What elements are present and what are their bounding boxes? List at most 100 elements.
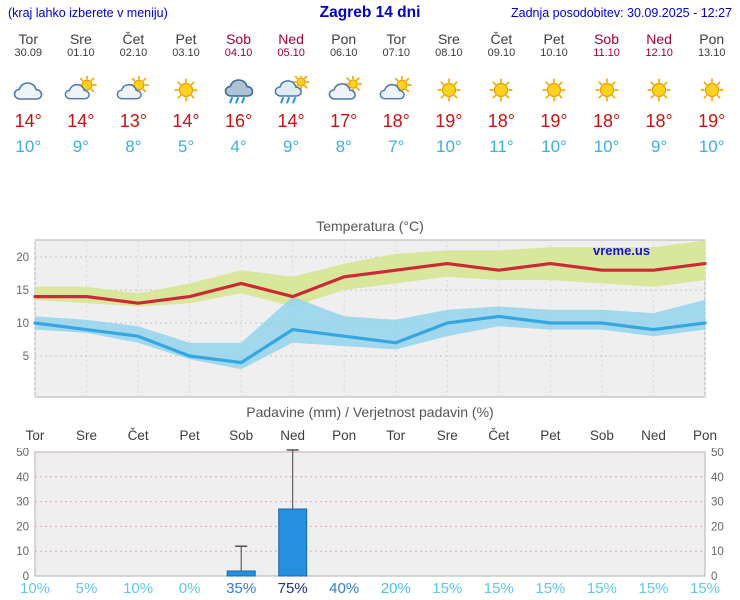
- svg-text:20: 20: [16, 252, 29, 264]
- cloud-sun-icon: [328, 76, 362, 100]
- precip-day-label: Pet: [179, 428, 200, 443]
- low-temp: 7°: [388, 137, 405, 156]
- weather-icon: [2, 73, 55, 107]
- precip-probability: 40%: [329, 580, 360, 597]
- svg-text:50: 50: [16, 448, 29, 459]
- svg-text:0: 0: [23, 571, 29, 580]
- low-temp: 9°: [72, 137, 89, 156]
- day-name: Tor: [18, 31, 38, 47]
- day-date: 30.09: [14, 47, 43, 59]
- precip-day-label: Sre: [75, 428, 98, 443]
- weather-icon: [633, 73, 686, 107]
- weather-icon: [528, 73, 581, 107]
- sun-cloud-icon: [64, 76, 97, 100]
- forecast-day-0: Tor 30.09 14° 10°: [2, 26, 55, 172]
- svg-text:40: 40: [16, 472, 29, 484]
- svg-text:30: 30: [711, 497, 724, 509]
- day-date: 13.10: [697, 47, 726, 59]
- svg-text:10: 10: [711, 546, 724, 558]
- high-temp: 13°: [119, 111, 148, 131]
- precip-day-labels-row: Tor Sre Čet Pet Sob Ned Pon Tor Sre Čet Pet Sob Ned P…: [0, 428, 740, 446]
- forecast-day-3: Pet 03.10 14° 5°: [160, 26, 213, 172]
- day-date: 02.10: [119, 47, 148, 59]
- precip-day-label: Čet: [127, 428, 149, 443]
- svg-text:10: 10: [16, 318, 29, 330]
- svg-text:20: 20: [16, 521, 29, 533]
- day-name: Sob: [226, 31, 252, 47]
- menu-hint: (kraj lahko izberete v meniju): [8, 6, 168, 20]
- precip-probability: 15%: [586, 580, 617, 597]
- day-name: Pon: [331, 31, 357, 47]
- forecast-day-12: Ned 12.10 18° 9°: [633, 26, 686, 172]
- weather-icon: [423, 73, 476, 107]
- day-date: 12.10: [645, 47, 673, 59]
- day-date: 01.10: [67, 47, 95, 59]
- low-temp: 8°: [335, 137, 352, 156]
- day-name: Čet: [122, 31, 145, 47]
- precip-day-label: Ned: [641, 428, 666, 443]
- low-temp: 10°: [593, 137, 620, 156]
- weather-icon: [580, 73, 633, 107]
- day-date: 04.10: [224, 47, 253, 59]
- precip-probability: 10%: [19, 580, 51, 597]
- precip-day-label: Sre: [436, 428, 458, 443]
- precip-probability: 35%: [226, 580, 257, 597]
- forecast-day-7: Tor 07.10 18° 7°: [370, 26, 423, 172]
- high-temp: 18°: [592, 111, 621, 131]
- precip-probability: 15%: [432, 580, 463, 597]
- precip-day-label: Pet: [540, 428, 561, 443]
- day-name: Sob: [594, 31, 620, 47]
- high-temp: 18°: [382, 111, 410, 131]
- weather-icon: [475, 73, 528, 107]
- day-date: 03.10: [172, 47, 200, 59]
- forecast-day-13: Pon 13.10 19° 10°: [685, 26, 738, 172]
- forecast-day-4: Sob 04.10 16° 4°: [212, 26, 265, 172]
- high-temp: 18°: [487, 111, 516, 131]
- weather-icon: [212, 73, 265, 107]
- day-name: Pet: [543, 31, 565, 47]
- high-temp: 14°: [67, 111, 95, 131]
- precip-probability: 15%: [638, 580, 669, 597]
- precip-day-label: Sob: [589, 428, 614, 443]
- day-date: 09.10: [487, 47, 516, 59]
- svg-text:20: 20: [711, 521, 724, 533]
- precip-probability: 15%: [483, 580, 514, 597]
- svg-text:15: 15: [16, 285, 29, 297]
- precip-probability: 15%: [689, 580, 721, 597]
- forecast-day-6: Pon 06.10 17° 8°: [317, 26, 370, 172]
- low-temp: 8°: [125, 137, 142, 156]
- low-temp: 4°: [230, 137, 247, 156]
- sun-cloud-icon: [117, 76, 150, 100]
- precip-probability: 20%: [380, 580, 411, 597]
- day-name: Ned: [278, 31, 304, 47]
- high-temp: 18°: [645, 111, 673, 131]
- precip-day-label: Sob: [229, 428, 254, 443]
- precip-probability: 75%: [277, 580, 308, 597]
- sun-cloud-icon: [379, 76, 413, 100]
- svg-text:10: 10: [16, 546, 29, 558]
- forecast-day-2: Čet 02.10 13° 8°: [107, 26, 160, 172]
- svg-text:40: 40: [711, 472, 724, 484]
- high-temp: 19°: [698, 111, 726, 131]
- high-temp: 16°: [224, 111, 253, 131]
- precip-day-label: Tor: [25, 428, 45, 443]
- weather-icon: [685, 73, 738, 107]
- precip-probability: 0%: [178, 580, 201, 597]
- day-name: Pon: [699, 31, 725, 47]
- forecast-day-5: Ned 05.10 14° 9°: [265, 26, 318, 172]
- weather-icon: [370, 73, 423, 107]
- sun-icon: [595, 78, 619, 102]
- top-bar: (kraj lahko izberete v meniju) Zagreb 14…: [0, 0, 740, 26]
- svg-text:5: 5: [23, 351, 29, 363]
- precip-probability-row: 10% 5% 10% 0% 35% 75% 40% 20% 15% 15% 15% 15% 15% 15%: [0, 580, 740, 598]
- low-temp: 11°: [489, 137, 514, 156]
- precip-day-label: Ned: [280, 428, 306, 443]
- precip-day-label: Čet: [488, 428, 510, 443]
- low-temp: 10°: [15, 137, 42, 156]
- day-date: 11.10: [593, 47, 620, 59]
- svg-text:50: 50: [711, 448, 724, 459]
- day-date: 06.10: [329, 47, 358, 59]
- sun-icon: [437, 78, 461, 102]
- forecast-day-1: Sre 01.10 14° 9°: [55, 26, 108, 172]
